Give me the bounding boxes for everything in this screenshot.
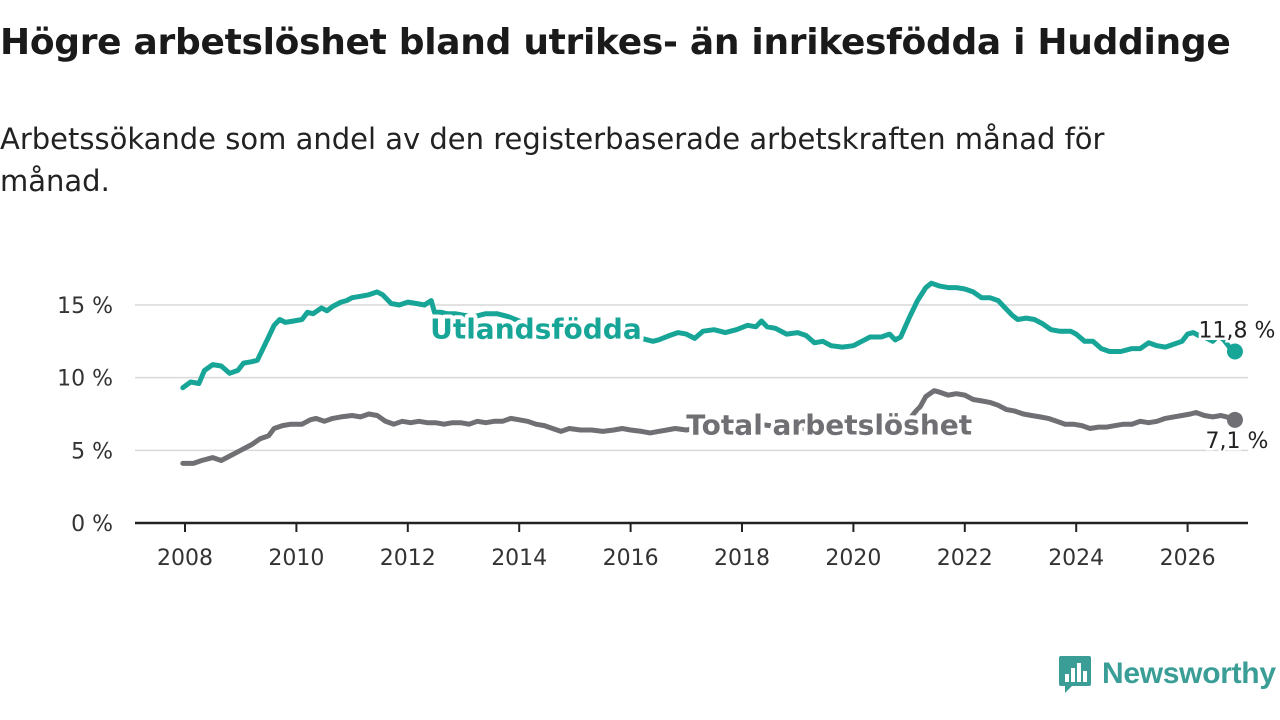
series-label-utlandsfodda: Utlandsfödda bbox=[430, 312, 642, 345]
series-end-marker bbox=[1226, 343, 1243, 360]
chart-subtitle: Arbetssökande som andel av den registerb… bbox=[0, 122, 1105, 198]
newsworthy-logo-icon bbox=[1059, 656, 1091, 693]
y-tick-label: 15 % bbox=[57, 294, 113, 319]
x-tick-label: 2010 bbox=[268, 546, 324, 571]
newsworthy-brand[interactable]: Newsworthy bbox=[1058, 654, 1276, 694]
chart-title: Högre arbetslöshet bland utrikes- än inr… bbox=[0, 22, 1231, 63]
series-line-utlandsfodda bbox=[180, 280, 1238, 391]
series-label-total: Total arbetslöshet bbox=[686, 408, 972, 441]
y-tick-label: 0 % bbox=[71, 512, 113, 537]
end-value-label: 7,1 % bbox=[1205, 429, 1268, 454]
x-tick-label: 2018 bbox=[714, 546, 770, 571]
x-tick-label: 2012 bbox=[380, 546, 436, 571]
series-line-total bbox=[180, 388, 1238, 466]
x-tick-label: 2020 bbox=[825, 546, 881, 571]
x-tick-label: 2008 bbox=[157, 546, 213, 571]
end-value-label: 11,8 % bbox=[1198, 319, 1275, 344]
series-layer bbox=[180, 280, 1243, 466]
axis-layer: 0 % 5 % 10 % 15 % 2008 2010 2012 2014 2016 2018 20… bbox=[57, 294, 1248, 571]
y-tick-label: 10 % bbox=[57, 367, 113, 392]
x-tick-label: 2022 bbox=[937, 546, 993, 571]
x-tick-label: 2024 bbox=[1048, 546, 1104, 571]
x-tick-label: 2016 bbox=[603, 546, 659, 571]
brand-name: Newsworthy bbox=[1102, 657, 1276, 690]
x-tick-label: 2026 bbox=[1160, 546, 1216, 571]
grid-layer bbox=[135, 304, 1248, 452]
label-layer: Utlandsfödda Total arbetslöshet 11,8 % 7,1 … bbox=[426, 308, 1278, 456]
series-end-marker bbox=[1226, 411, 1243, 428]
x-tick-label: 2014 bbox=[491, 546, 547, 571]
y-tick-label: 5 % bbox=[71, 439, 113, 464]
